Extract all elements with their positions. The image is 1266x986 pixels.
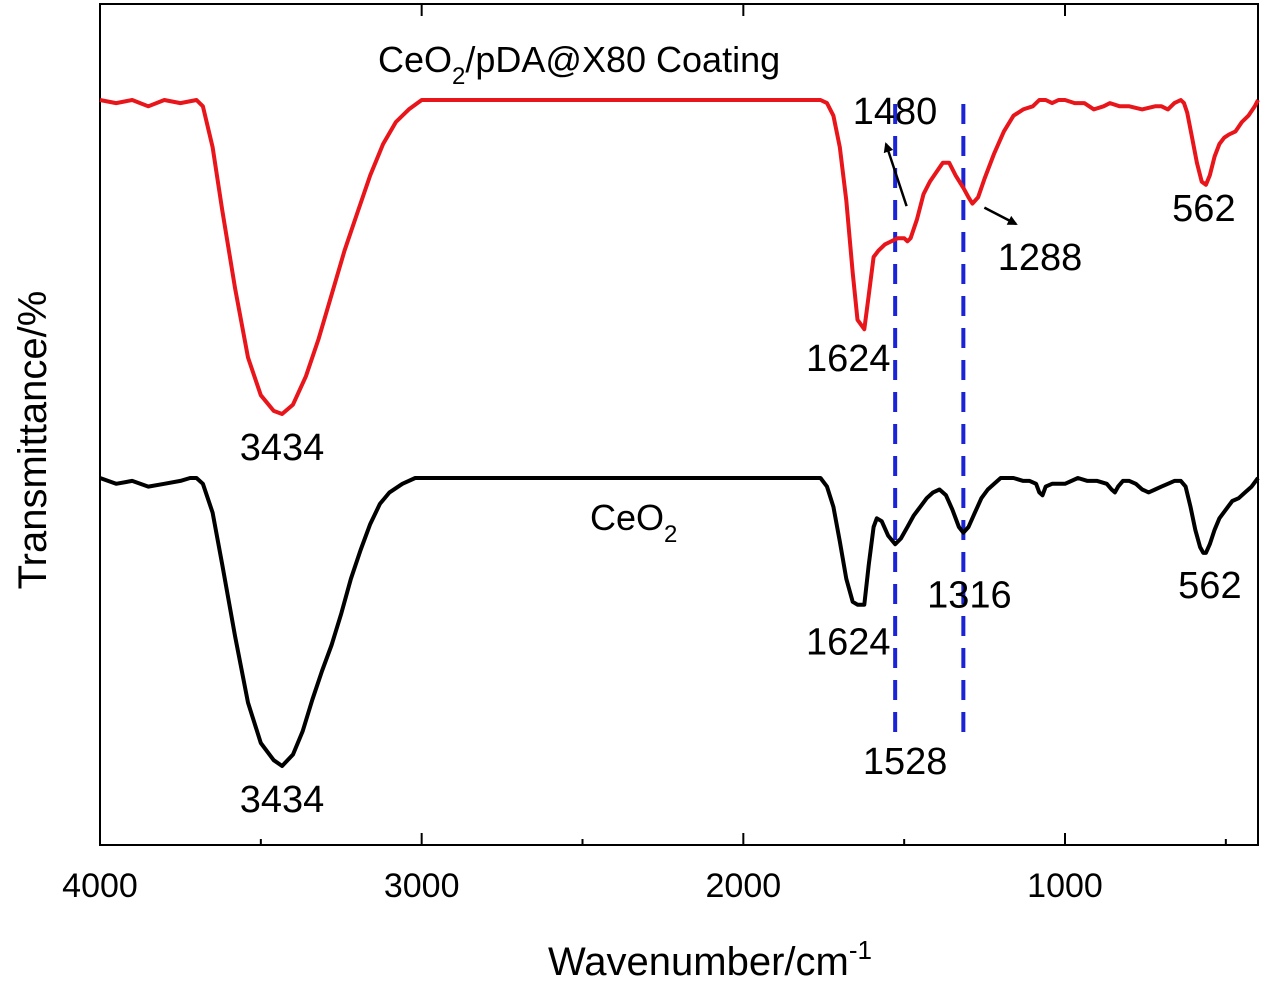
peak-label: 1624 — [806, 622, 891, 664]
peak-label: 1528 — [863, 741, 948, 783]
peak-label: 3434 — [240, 779, 325, 821]
series-labels: CeO2/pDA@X80 Coating CeO2 — [378, 39, 780, 548]
reference-lines — [893, 104, 966, 740]
peak-label: 1288 — [998, 237, 1083, 279]
annotation-arrows — [883, 142, 1018, 226]
peak-annotations: 3434 1624 1480 1288 562 3434 1624 1528 1316 562 — [240, 91, 1242, 821]
series-name-ceo2: CeO2 — [590, 497, 677, 548]
series-line-coating — [99, 98, 1260, 416]
peak-label: 1624 — [806, 338, 891, 380]
x-axis: 4000 3000 2000 1000 — [62, 4, 1227, 905]
peak-label: 562 — [1178, 565, 1241, 607]
x-axis-title: Wavenumber/cm-1 — [548, 935, 872, 984]
series-name-coating: CeO2/pDA@X80 Coating — [378, 39, 780, 90]
peak-label: 1316 — [927, 575, 1012, 617]
peak-label: 1480 — [853, 91, 938, 133]
x-tick-label: 2000 — [706, 867, 782, 905]
x-tick-label: 1000 — [1027, 867, 1103, 905]
annotation-arrow — [983, 206, 1018, 226]
plot-frame — [99, 3, 1259, 846]
peak-label: 562 — [1172, 188, 1235, 230]
x-tick-label: 4000 — [62, 867, 138, 905]
peak-label: 3434 — [240, 427, 325, 469]
annotation-arrow — [883, 142, 908, 207]
series-line-ceo2 — [99, 476, 1260, 768]
series-layer — [99, 98, 1260, 768]
y-axis-title: Transmittance/% — [11, 291, 55, 590]
x-tick-label: 3000 — [384, 867, 460, 905]
